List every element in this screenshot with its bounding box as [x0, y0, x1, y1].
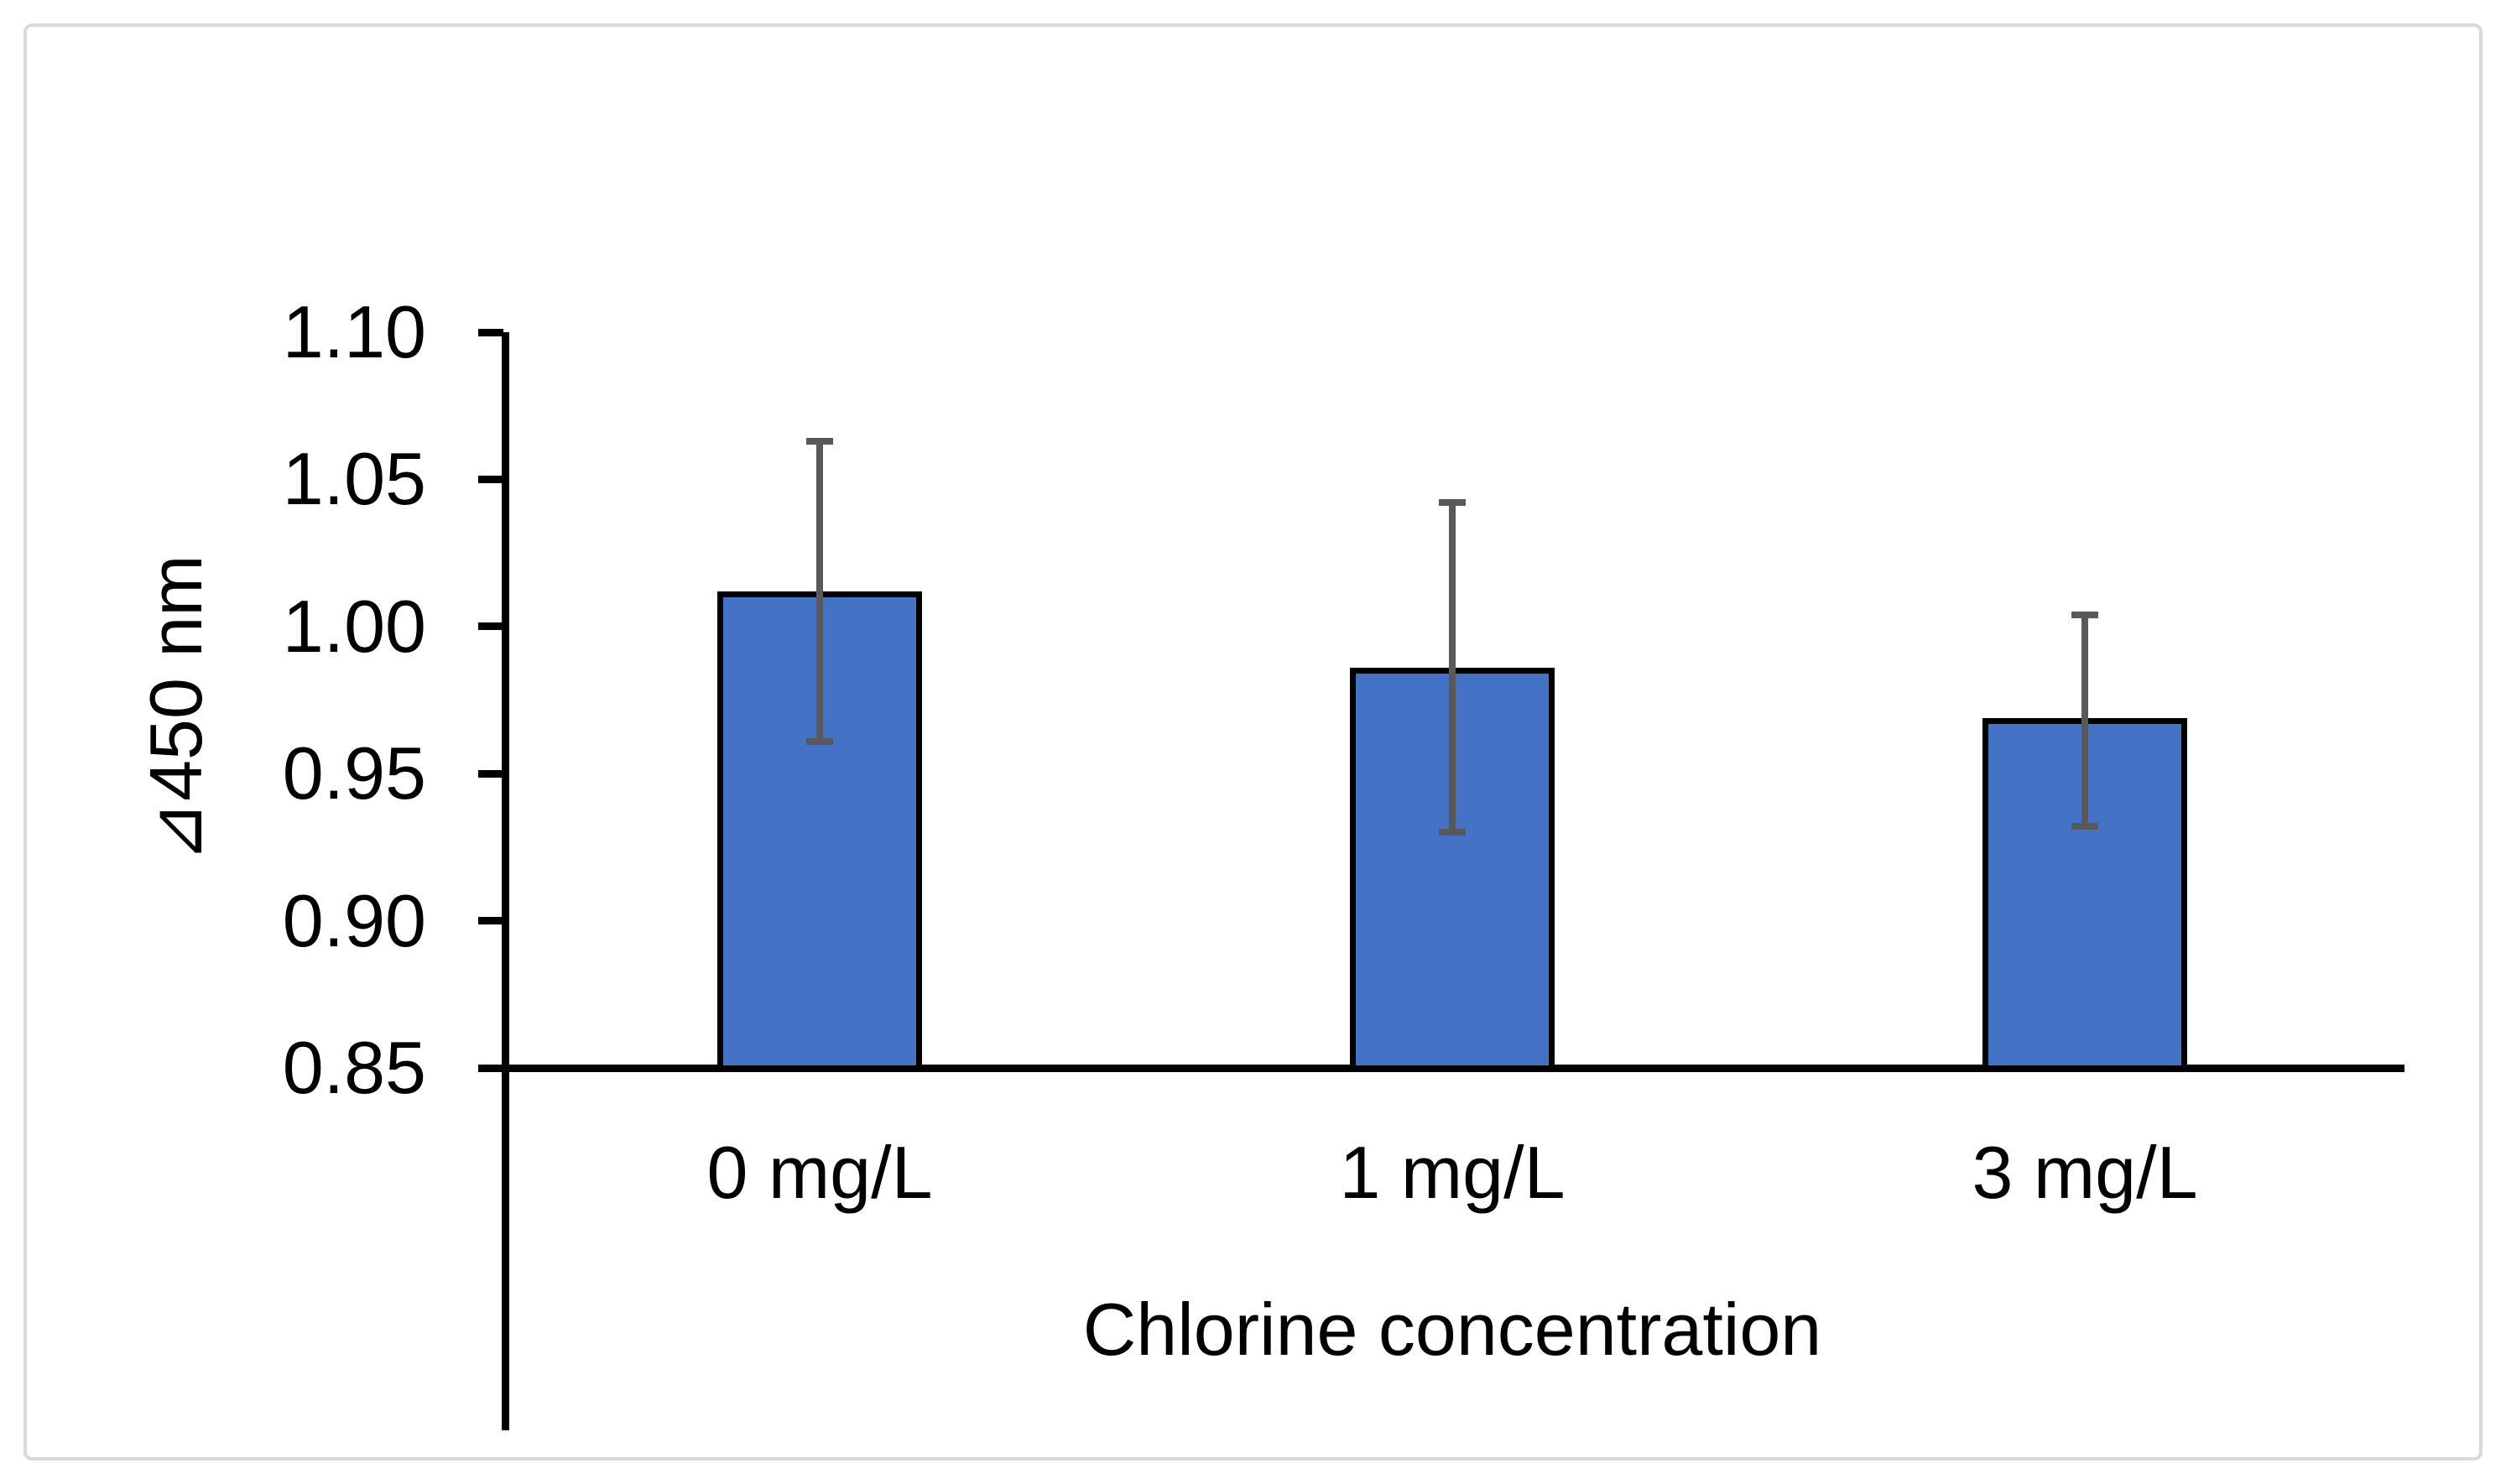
chart-frame-border	[23, 23, 2483, 1461]
y-tick-mark	[478, 328, 503, 336]
error-bar-line	[816, 440, 823, 742]
x-axis-title: Chlorine concentration	[1082, 1288, 1822, 1371]
y-tick-label: 0.85	[282, 1026, 426, 1109]
x-category-label: 1 mg/L	[1339, 1131, 1566, 1214]
y-tick-label: 1.10	[282, 290, 426, 373]
y-axis-title: ⊿450 nm	[134, 555, 217, 863]
y-tick-label: 1.05	[282, 437, 426, 521]
error-bar-cap	[2071, 823, 2098, 831]
x-category-label: 0 mg/L	[706, 1131, 933, 1214]
y-tick-mark	[478, 769, 503, 778]
error-bar-line	[2081, 614, 2088, 827]
y-tick-mark	[478, 917, 503, 925]
error-bar-cap	[1439, 499, 1466, 507]
x-category-label: 3 mg/L	[1972, 1131, 2198, 1214]
error-bar-cap	[1439, 829, 1466, 836]
y-tick-label: 0.90	[282, 878, 426, 962]
y-tick-mark	[478, 622, 503, 631]
error-bar-line	[1449, 502, 1456, 833]
error-bar-cap	[806, 737, 833, 745]
y-tick-label: 1.00	[282, 584, 426, 668]
y-tick-mark	[478, 1064, 503, 1072]
y-axis-line	[502, 332, 509, 1430]
error-bar-cap	[2071, 611, 2098, 618]
error-bar-cap	[806, 437, 833, 445]
y-tick-label: 0.95	[282, 732, 426, 815]
y-tick-mark	[478, 475, 503, 483]
